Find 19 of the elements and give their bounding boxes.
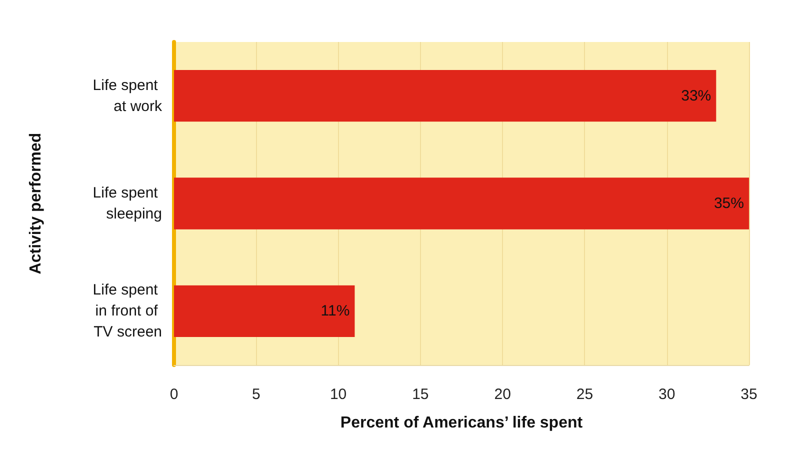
bar — [174, 70, 716, 122]
bar — [174, 285, 355, 338]
data-label: 11% — [320, 302, 350, 320]
x-tick-label: 35 — [740, 386, 758, 403]
x-tick-label: 30 — [658, 386, 676, 403]
x-tick-label: 20 — [494, 386, 511, 403]
data-label: 33% — [681, 87, 712, 104]
data-label: 35% — [714, 195, 744, 212]
x-tick-label: 0 — [170, 386, 178, 403]
x-tick-label: 5 — [252, 386, 260, 403]
y-tick-label: Life spent sleeping — [92, 184, 162, 222]
y-axis-title: Activity performed — [28, 132, 44, 274]
y-tick-label: Life spent in front of TV screen — [92, 282, 162, 341]
x-tick-label: 15 — [412, 386, 429, 403]
y-tick-label: Life spent at work — [92, 76, 162, 115]
x-tick-label: 25 — [576, 386, 594, 403]
bar — [174, 178, 749, 230]
x-axis-title: Percent of Americans’ life spent — [340, 414, 584, 432]
x-tick-label: 10 — [330, 386, 347, 403]
